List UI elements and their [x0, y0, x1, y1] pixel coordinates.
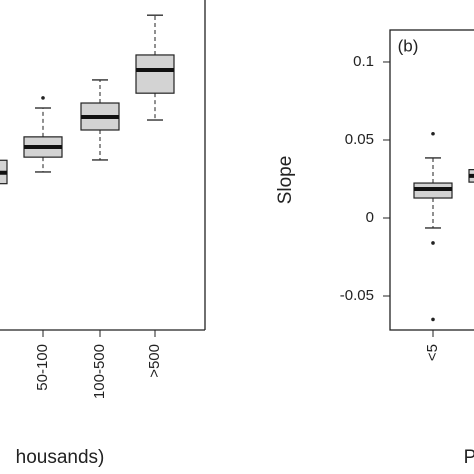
x-tick-label: >500	[146, 344, 163, 378]
y-tick-label: 0.05	[345, 131, 374, 148]
panel-label: (b)	[398, 36, 419, 55]
x-tick-label: 50-100	[34, 344, 51, 391]
outlier	[431, 131, 435, 136]
x-axis-title: P	[464, 447, 474, 468]
outlier	[41, 96, 45, 100]
x-axis-title: housands)	[16, 447, 105, 468]
y-tick-label: 0.1	[353, 53, 374, 70]
x-tick-label: <5	[424, 344, 441, 361]
y-axis-title: Slope	[275, 156, 296, 205]
box	[135, 54, 175, 94]
y-tick-label: -0.05	[340, 287, 374, 304]
axis-frame	[389, 29, 474, 331]
outlier	[431, 241, 435, 245]
x-tick-label: 100-500	[91, 344, 108, 399]
outlier	[431, 317, 435, 322]
y-tick-label: 0	[366, 209, 374, 226]
